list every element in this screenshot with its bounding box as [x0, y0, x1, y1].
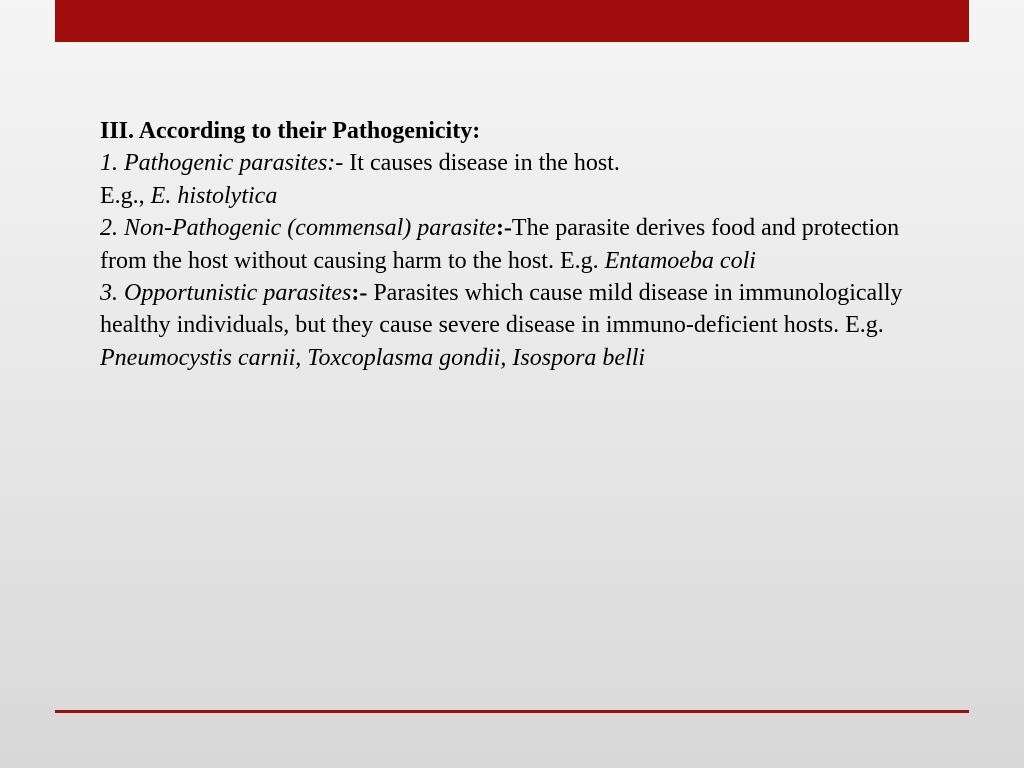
top-accent-bar [55, 0, 969, 42]
item-1-eg-prefix: E.g., [100, 183, 151, 209]
item-2-label: 2. Non-Pathogenic (commensal) parasite [100, 215, 496, 241]
item-1-example: E.g., E. histolytica [100, 180, 924, 212]
bottom-accent-line [55, 710, 969, 713]
item-1-eg: E. histolytica [151, 183, 278, 209]
item-2-eg: Entamoeba coli [605, 248, 756, 274]
item-3-label: 3. Opportunistic parasites [100, 280, 351, 306]
item-3-colon: :- [351, 280, 373, 306]
item-1-text: It causes disease in the host. [343, 150, 620, 176]
item-1-label: 1. Pathogenic parasites:- [100, 150, 343, 176]
slide-content: III. According to their Pathogenicity: 1… [100, 115, 924, 374]
section-heading: III. According to their Pathogenicity: [100, 115, 924, 147]
item-3-eg: Pneumocystis carnii, Toxcoplasma gondii,… [100, 345, 645, 371]
item-3: 3. Opportunistic parasites:- Parasites w… [100, 277, 924, 374]
item-1: 1. Pathogenic parasites:- It causes dise… [100, 147, 924, 179]
item-2: 2. Non-Pathogenic (commensal) parasite:-… [100, 212, 924, 277]
item-2-colon: :- [496, 215, 512, 241]
